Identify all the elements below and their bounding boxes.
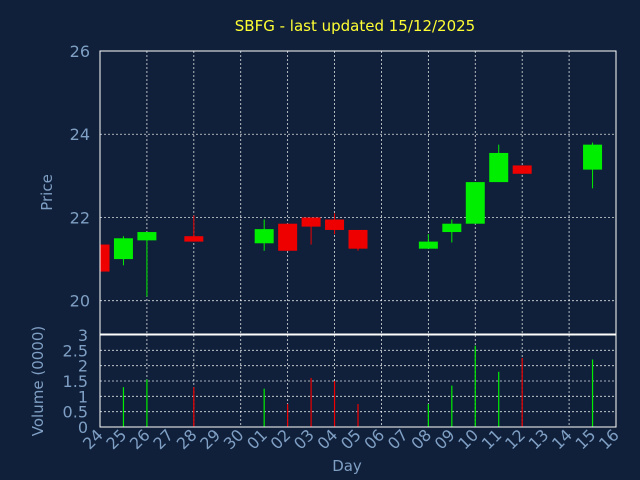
price-panel: 20 22 24 26 Price (38, 42, 617, 335)
volume-tick-label: 0.5 (63, 403, 88, 422)
chart-title: SBFG - last updated 15/12/2025 (235, 17, 475, 35)
volume-tick-label: 2.5 (63, 341, 88, 360)
volume-tick-label: 1 (78, 387, 88, 406)
volume-tick-label: 3 (78, 326, 88, 345)
candle-body (442, 223, 462, 233)
candle-body (137, 232, 157, 241)
candle-body (348, 229, 368, 249)
volume-tick-label: 2 (78, 357, 88, 376)
candle-body (113, 238, 133, 260)
candle-body (254, 229, 274, 244)
price-tick-label: 26 (70, 42, 90, 61)
price-tick-labels: 20 22 24 26 (70, 42, 90, 311)
volume-panel: 00.511.522.53 Volume (0000) (29, 326, 617, 437)
candle-body (301, 217, 321, 227)
price-frame (99, 50, 617, 335)
candle-body (489, 152, 509, 183)
price-tick-label: 20 (70, 292, 90, 311)
price-tick-label: 24 (70, 125, 90, 144)
volume-axis-label: Volume (0000) (29, 326, 47, 436)
x-tick-label: 16 (595, 425, 623, 453)
volume-tick-labels: 00.511.522.53 (63, 326, 88, 437)
volume-bars (122, 345, 594, 427)
candle-body (512, 165, 532, 174)
candle-body (583, 144, 603, 170)
candle-body (100, 244, 110, 272)
candle-body (418, 241, 438, 249)
price-tick-label: 22 (70, 208, 90, 227)
price-candles (99, 142, 603, 297)
x-axis-label: Day (332, 457, 362, 475)
price-grid (100, 51, 616, 334)
volume-tick-label: 0 (78, 418, 88, 437)
candle-body (325, 219, 345, 230)
volume-tick-label: 1.5 (63, 372, 88, 391)
candle-body (465, 182, 485, 224)
candle-body (184, 236, 204, 242)
x-tick-labels: 2425262728293001020304050607080910111213… (79, 425, 623, 453)
price-axis-label: Price (38, 174, 56, 211)
volume-frame (99, 334, 617, 428)
candle-body (278, 223, 298, 251)
